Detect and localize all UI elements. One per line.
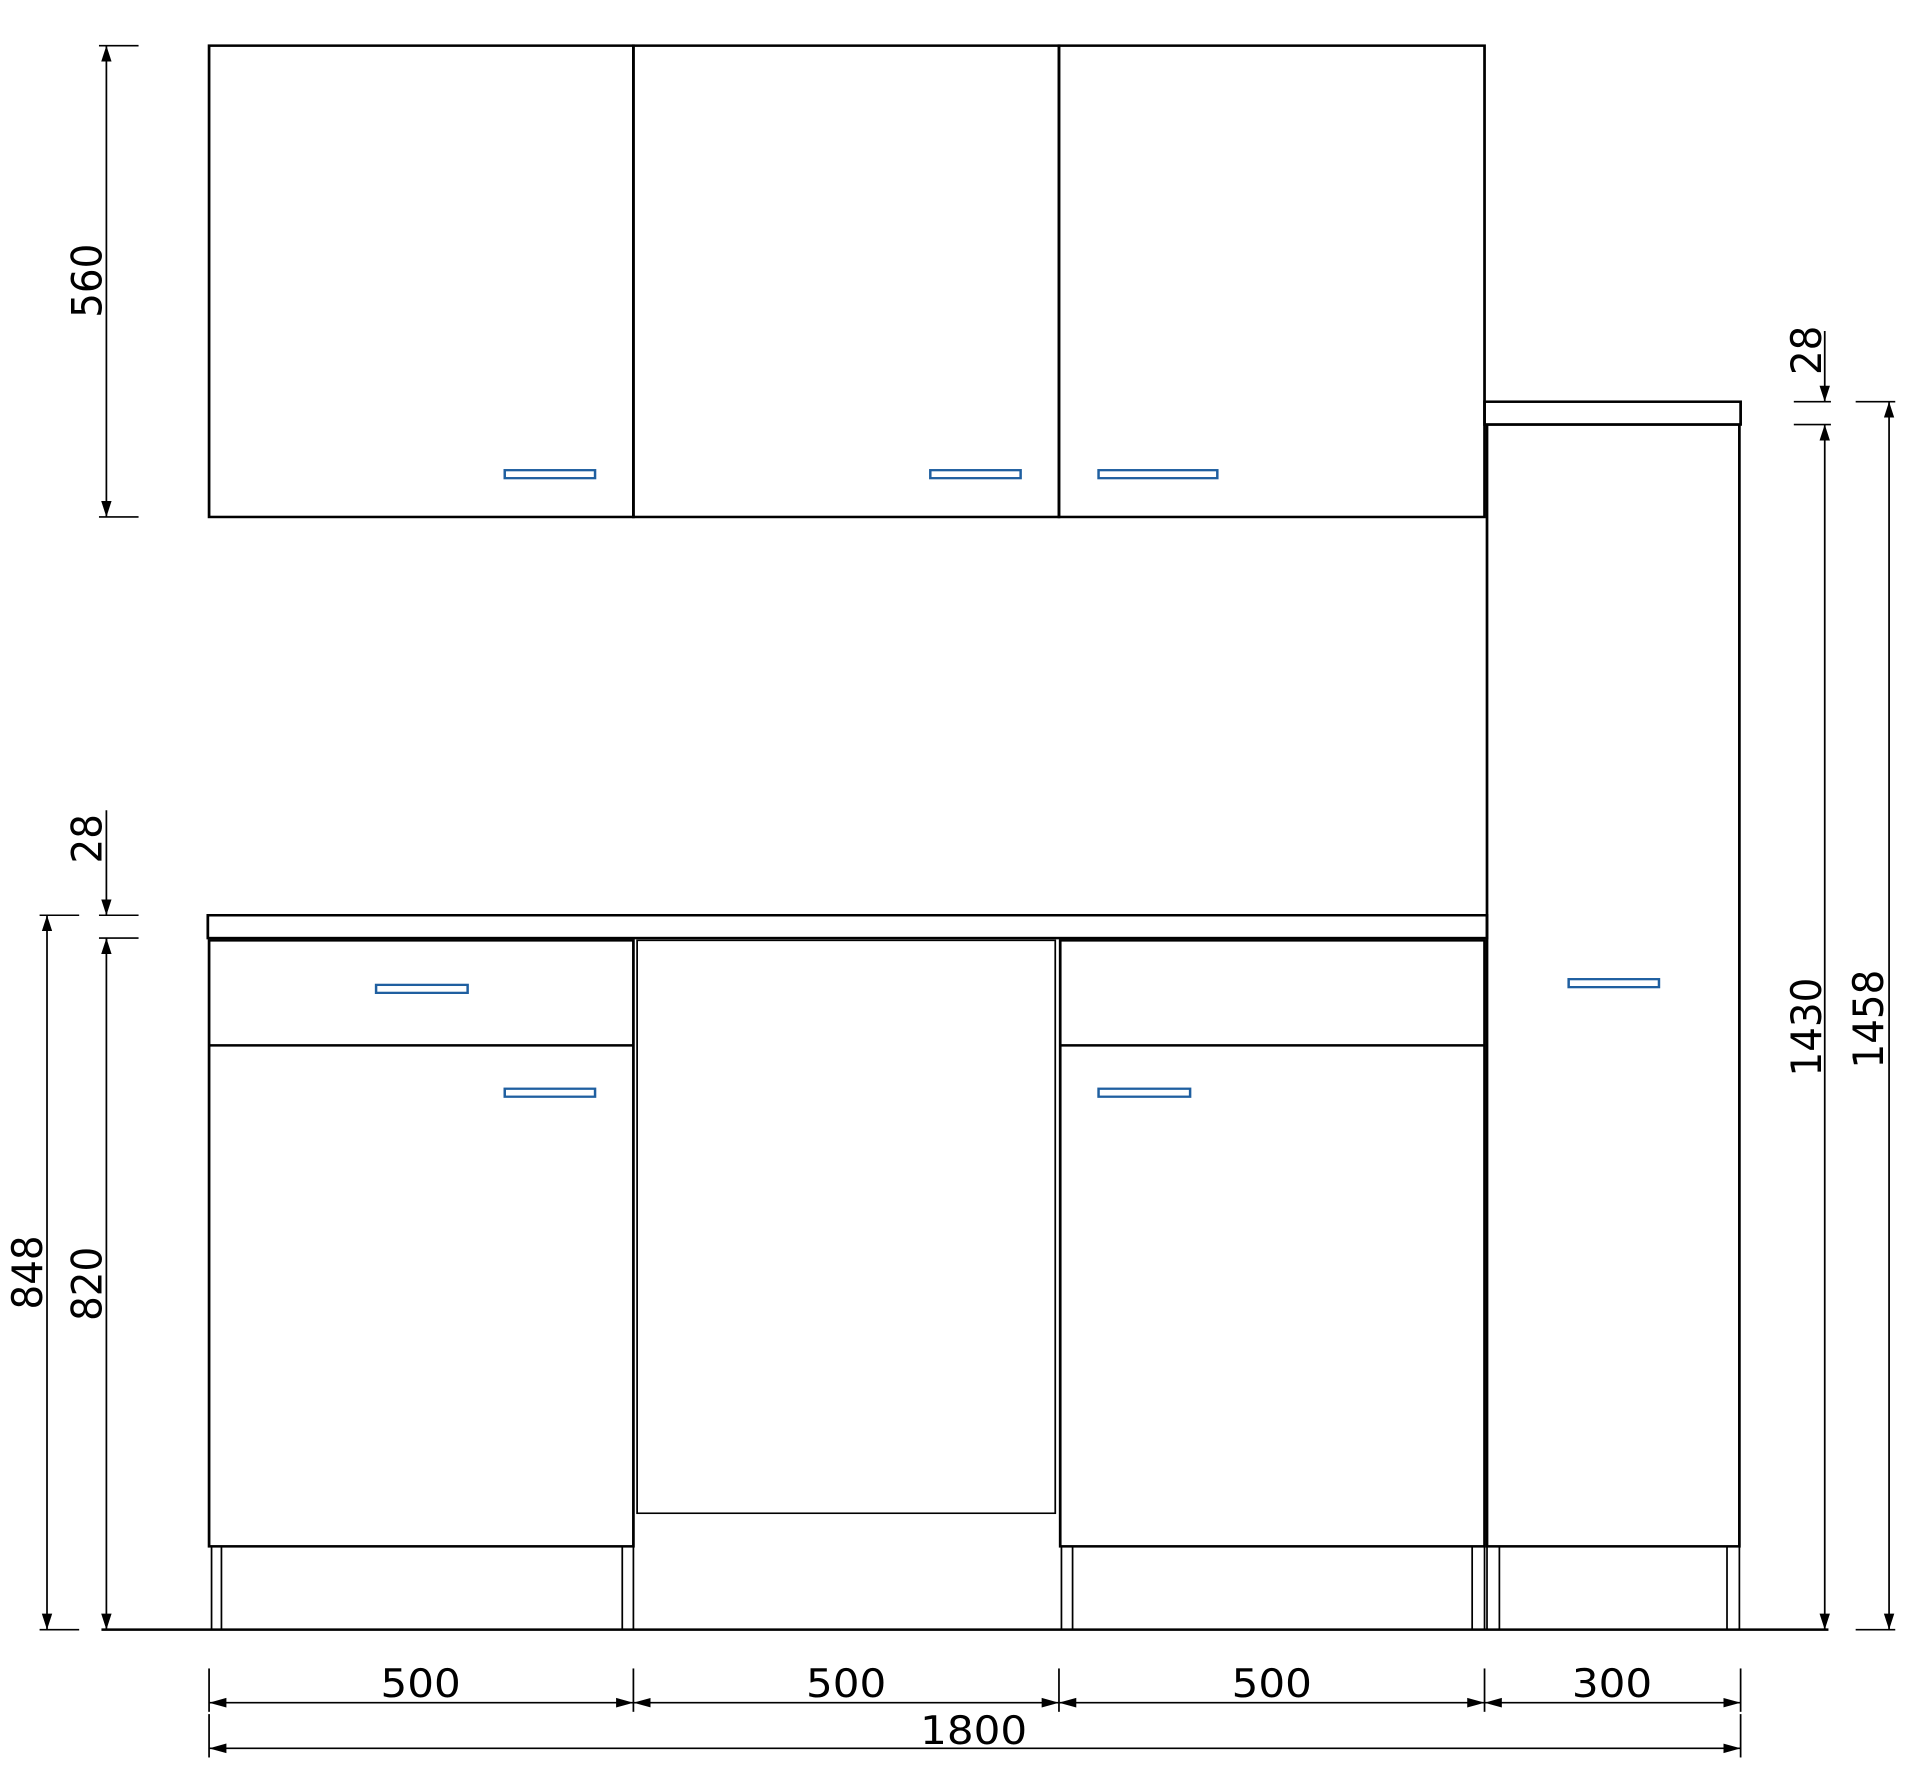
handle bbox=[503, 1087, 597, 1098]
dim-wall-height: 560 bbox=[62, 244, 112, 318]
worktop bbox=[206, 913, 1489, 940]
base-cabinet-left bbox=[207, 939, 635, 1548]
dim-base-total-height: 848 bbox=[3, 1235, 53, 1309]
appliance-opening bbox=[636, 939, 1057, 1515]
handle bbox=[374, 983, 469, 994]
dim-tall-height: 1430 bbox=[1782, 978, 1832, 1077]
tall-cabinet-top bbox=[1483, 400, 1742, 426]
wall-cabinet-2 bbox=[632, 44, 1061, 519]
dim-worktop-thickness: 28 bbox=[62, 814, 112, 863]
dim-width-1: 500 bbox=[380, 1661, 460, 1707]
wall-cabinet-1 bbox=[207, 44, 635, 519]
dim-width-2: 500 bbox=[806, 1661, 886, 1707]
dim-tall-top-thickness: 28 bbox=[1782, 326, 1832, 375]
dim-total-width: 1800 bbox=[920, 1707, 1027, 1753]
handle bbox=[929, 469, 1022, 480]
handle bbox=[503, 469, 597, 480]
dim-base-height: 820 bbox=[62, 1247, 112, 1321]
handle bbox=[1097, 1087, 1192, 1098]
dim-tall-total-height: 1458 bbox=[1843, 970, 1893, 1069]
dim-width-4: 300 bbox=[1572, 1661, 1652, 1707]
tall-cabinet bbox=[1485, 423, 1741, 1548]
wall-cabinet-3 bbox=[1057, 44, 1486, 519]
handle bbox=[1567, 978, 1661, 989]
base-cabinet-right bbox=[1058, 939, 1486, 1548]
handle bbox=[1097, 469, 1219, 480]
dim-width-3: 500 bbox=[1232, 1661, 1312, 1707]
